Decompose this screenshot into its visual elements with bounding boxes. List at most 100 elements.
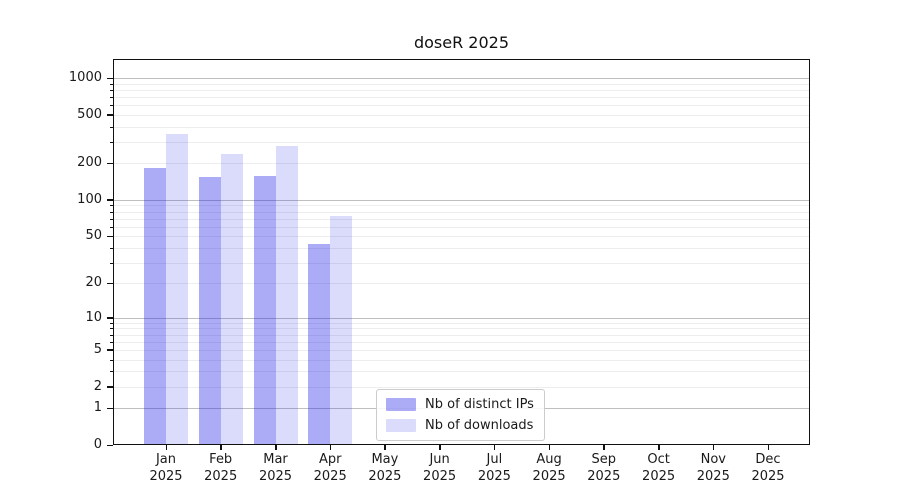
gridline-minor	[113, 371, 810, 373]
y-axis-tick-label: 0	[93, 437, 102, 452]
x-axis-tick	[603, 445, 605, 450]
gridline-minor	[113, 322, 810, 324]
gridline-minor	[113, 359, 810, 361]
y-axis-minor-tick	[110, 247, 113, 249]
gridline-major	[113, 317, 810, 319]
y-axis-tick	[107, 349, 113, 351]
x-label-year: 2025	[204, 469, 238, 484]
x-axis-tick-label: Oct 2025	[619, 451, 699, 485]
bar-downloads	[166, 134, 188, 445]
bar-distinct-ips	[144, 168, 166, 445]
x-label-month: Jan	[155, 452, 177, 467]
gridline-minor	[113, 211, 810, 213]
plot-area: Nb of distinct IPs Nb of downloads	[113, 59, 810, 445]
y-axis-tick	[107, 199, 113, 201]
y-axis-tick	[107, 162, 113, 165]
y-axis-tick-label: 50	[85, 228, 102, 244]
gridline-minor	[113, 328, 810, 330]
gridline-minor	[113, 96, 810, 98]
y-axis-minor-tick	[110, 226, 113, 228]
x-axis-tick-label: Apr 2025	[290, 451, 370, 485]
x-label-year: 2025	[477, 469, 511, 484]
gridline-minor	[113, 226, 810, 228]
x-label-month: Sep	[591, 452, 617, 467]
x-axis-tick-label: Jul 2025	[454, 451, 534, 485]
x-label-month: Aug	[536, 452, 562, 467]
y-axis-minor-tick	[110, 341, 113, 343]
bar-downloads	[275, 146, 298, 445]
x-axis-tick	[712, 445, 715, 450]
x-label-year: 2025	[696, 469, 730, 484]
x-axis-tick-label: Sep 2025	[564, 451, 644, 485]
legend-item-distinct-ips: Nb of distinct IPs	[386, 397, 534, 412]
x-axis-tick-label: Jan 2025	[126, 451, 206, 485]
gridline-minor	[113, 262, 810, 264]
x-label-month: Apr	[318, 452, 342, 467]
x-label-month: Nov	[700, 452, 726, 467]
bar-distinct-ips	[253, 176, 276, 445]
y-axis-minor-tick	[110, 334, 113, 336]
x-label-month: Jun	[429, 452, 450, 467]
gridline-minor	[113, 341, 810, 343]
bar-distinct-ips	[198, 177, 221, 445]
y-axis-minor-tick	[110, 211, 113, 213]
y-axis-minor-tick	[110, 141, 113, 143]
y-axis-tick-label: 5	[93, 341, 102, 357]
x-axis-tick	[329, 445, 332, 450]
chart-title: doseR 2025	[413, 33, 510, 52]
y-axis-tick	[107, 282, 113, 285]
x-label-month: May	[371, 452, 399, 467]
x-label-year: 2025	[149, 469, 183, 484]
gridline-minor	[113, 114, 810, 116]
y-axis-tick-label: 200	[77, 155, 102, 171]
y-axis-minor-tick	[110, 96, 113, 98]
gridline-minor	[113, 283, 810, 285]
gridline-minor	[113, 236, 810, 238]
gridline-minor	[113, 247, 810, 249]
y-axis-minor-tick	[110, 205, 113, 207]
x-label-year: 2025	[313, 469, 347, 484]
y-axis-tick	[107, 386, 113, 388]
legend-item-downloads: Nb of downloads	[386, 418, 534, 433]
x-axis-tick-label: Dec 2025	[728, 451, 808, 485]
x-axis-tick-label: May 2025	[345, 451, 425, 485]
x-axis-tick-label: Feb 2025	[181, 451, 261, 485]
y-axis-tick-label: 10	[85, 309, 102, 325]
x-axis-tick	[548, 445, 551, 450]
gridline-major	[113, 199, 810, 201]
y-axis-tick-label: 20	[85, 275, 102, 291]
gridline-minor	[113, 141, 810, 143]
gridline-minor	[113, 126, 810, 128]
x-axis-tick	[658, 445, 660, 450]
gridline-minor	[113, 349, 810, 351]
gridline-minor	[113, 205, 810, 207]
x-axis-tick-label: Mar 2025	[236, 451, 316, 485]
gridline-minor	[113, 334, 810, 336]
x-label-month: Mar	[263, 452, 288, 467]
y-axis-minor-tick	[110, 322, 113, 324]
y-axis-tick	[107, 317, 113, 319]
gridline-minor	[113, 163, 810, 165]
x-label-year: 2025	[751, 469, 785, 484]
x-label-year: 2025	[587, 469, 621, 484]
legend-swatch-distinct-ips	[386, 398, 416, 411]
x-label-month: Dec	[755, 452, 781, 467]
y-axis-tick-label: 500	[77, 106, 102, 122]
y-axis-minor-tick	[110, 83, 113, 85]
y-axis-tick-label: 1000	[68, 70, 102, 85]
x-label-year: 2025	[642, 469, 676, 484]
x-label-month: Feb	[209, 452, 233, 467]
y-axis-tick-label: 1	[93, 400, 102, 416]
x-axis-tick	[275, 445, 277, 450]
gridline-major	[113, 78, 810, 79]
x-axis-tick	[439, 445, 441, 450]
y-axis-tick	[107, 407, 113, 410]
bar-downloads	[330, 216, 353, 445]
gridline-minor	[113, 89, 810, 91]
x-label-month: Jul	[486, 452, 503, 467]
x-axis-tick-label: Nov 2025	[673, 451, 753, 485]
x-axis-tick	[384, 445, 386, 450]
y-axis-tick	[107, 77, 113, 79]
x-label-year: 2025	[368, 469, 402, 484]
